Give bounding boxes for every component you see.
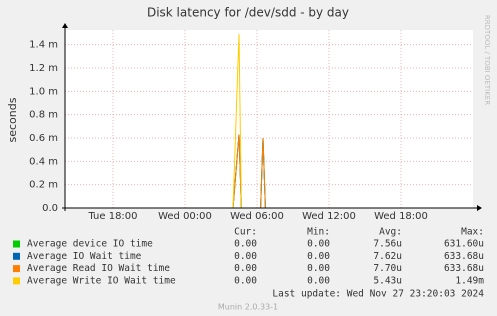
y-tick-label: 1.2 m <box>29 63 58 74</box>
legend-stat: 1.49m <box>455 275 484 286</box>
y-tick-label: 1.0 m <box>29 86 58 97</box>
legend-stat: 0.00 <box>234 275 257 286</box>
legend-stat: 633.68u <box>444 263 484 274</box>
legend-stat: 7.62u <box>373 251 402 262</box>
legend-stat: 0.00 <box>234 239 257 250</box>
legend-entry: Average IO Wait time <box>27 251 142 262</box>
legend-stat: 0.00 <box>307 239 330 250</box>
legend-swatch <box>13 277 20 285</box>
legend-stat: 631.60u <box>444 239 484 250</box>
legend-swatch <box>13 240 20 248</box>
legend-entry: Average Write IO Wait time <box>27 275 176 286</box>
y-axis-label: seconds <box>6 97 19 142</box>
footer: Munin 2.0.33-1 <box>218 303 278 312</box>
legend-header: Cur: <box>234 227 257 238</box>
legend-stat: 0.00 <box>307 275 330 286</box>
x-tick-label: Wed 00:00 <box>158 211 212 222</box>
y-tick-label: 0.0 <box>42 203 58 214</box>
x-tick-label: Tue 18:00 <box>87 211 137 222</box>
legend-stat: 633.68u <box>444 251 484 262</box>
legend-swatch <box>13 252 20 260</box>
x-tick-label: Wed 06:00 <box>230 211 284 222</box>
legend-stat: 5.43u <box>373 275 402 286</box>
legend-swatch <box>13 265 20 273</box>
y-tick-label: 0.2 m <box>29 180 58 191</box>
y-tick-label: 0.8 m <box>29 110 58 121</box>
last-update: Last update: Wed Nov 27 23:20:03 2024 <box>272 289 484 300</box>
axis-arrow <box>62 23 68 28</box>
axis-arrow <box>477 205 482 211</box>
legend-stat: 0.00 <box>307 263 330 274</box>
legend-stat: 7.56u <box>373 239 402 250</box>
legend-stat: 0.00 <box>307 251 330 262</box>
legend-header: Avg: <box>379 227 402 238</box>
chart-title: Disk latency for /dev/sdd - by day <box>147 6 349 20</box>
legend-header: Min: <box>307 227 330 238</box>
x-tick-label: Wed 12:00 <box>302 211 356 222</box>
plot-area <box>65 30 473 208</box>
legend-header: Max: <box>461 227 484 238</box>
legend-entry: Average Read IO Wait time <box>27 263 170 274</box>
x-tick-label: Wed 18:00 <box>374 211 428 222</box>
y-tick-label: 0.6 m <box>29 133 58 144</box>
y-tick-label: 0.4 m <box>29 156 58 167</box>
side-label: RRDTOOL / TOBI OETIKER <box>483 15 491 105</box>
legend-stat: 7.70u <box>373 263 402 274</box>
legend-entry: Average device IO time <box>27 239 153 250</box>
legend-stat: 0.00 <box>234 251 257 262</box>
y-tick-label: 1.4 m <box>29 40 58 51</box>
legend-stat: 0.00 <box>234 263 257 274</box>
